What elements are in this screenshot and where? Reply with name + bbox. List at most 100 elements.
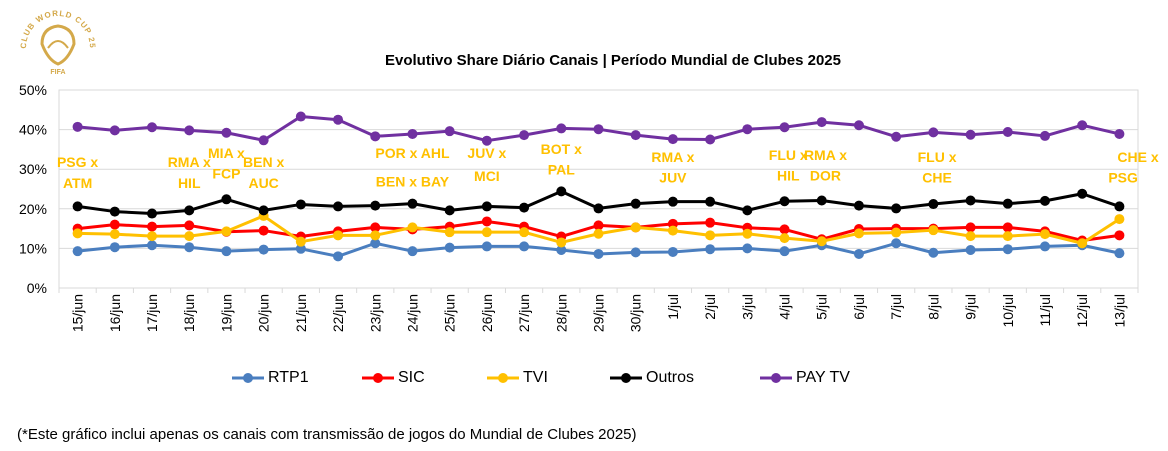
data-point-pay-tv (370, 131, 381, 142)
data-point-rtp1 (891, 238, 902, 249)
data-point-pay-tv (221, 127, 232, 138)
data-point-rtp1 (667, 246, 678, 257)
y-tick-label: 20% (19, 201, 47, 217)
data-point-pay-tv (295, 111, 306, 122)
data-point-sic (1114, 230, 1125, 241)
data-point-tvi (147, 231, 158, 242)
data-point-outros (556, 186, 567, 197)
data-point-outros (444, 205, 455, 216)
data-point-outros (147, 208, 158, 219)
match-annotation: PAL (548, 161, 575, 177)
match-annotation: DOR (810, 168, 841, 184)
data-point-tvi (184, 231, 195, 242)
data-point-tvi (444, 227, 455, 238)
data-point-sic (109, 219, 120, 230)
match-annotation: RMA x (168, 154, 211, 170)
x-tick-label: 1/jul (665, 294, 681, 320)
y-tick-label: 30% (19, 161, 47, 177)
match-annotation: ATM (63, 175, 92, 191)
legend-swatch (362, 373, 394, 383)
data-point-tvi (667, 225, 678, 236)
data-point-pay-tv (1077, 120, 1088, 131)
data-point-tvi (965, 231, 976, 242)
data-point-outros (370, 200, 381, 211)
y-tick-label: 0% (27, 280, 47, 296)
data-point-pay-tv (1114, 128, 1125, 139)
data-point-tvi (853, 228, 864, 239)
data-point-tvi (221, 226, 232, 237)
match-annotation: JUV (659, 170, 687, 186)
x-tick-label: 24/jun (404, 294, 420, 332)
legend-item: SIC (362, 368, 425, 388)
data-point-rtp1 (221, 246, 232, 257)
data-point-sic (370, 222, 381, 233)
match-annotation: HIL (777, 168, 800, 184)
match-annotation: HIL (178, 175, 201, 191)
data-point-rtp1 (556, 244, 567, 255)
data-point-pay-tv (667, 134, 678, 145)
x-tick-label: 10/jul (1000, 294, 1016, 327)
data-point-pay-tv (184, 125, 195, 136)
data-point-tvi (630, 222, 641, 233)
data-point-outros (965, 195, 976, 206)
legend-swatch (610, 373, 642, 383)
x-tick-label: 29/jun (591, 294, 607, 332)
x-tick-label: 28/jun (553, 294, 569, 332)
x-tick-label: 27/jun (516, 294, 532, 332)
data-point-rtp1 (742, 243, 753, 254)
match-annotation: CHE x (1117, 149, 1158, 165)
y-tick-label: 40% (19, 122, 47, 138)
data-point-outros (779, 196, 790, 207)
x-tick-label: 3/jul (739, 294, 755, 320)
plot-area (58, 89, 1139, 289)
x-tick-label: 9/jul (963, 294, 979, 320)
data-point-pay-tv (928, 127, 939, 138)
data-point-outros (705, 196, 716, 207)
match-annotation: CHE (922, 170, 952, 186)
data-point-sic (258, 225, 269, 236)
legend-label: RTP1 (268, 369, 309, 386)
x-tick-label: 18/jun (181, 294, 197, 332)
legend-item: TVI (487, 368, 548, 388)
data-point-tvi (816, 236, 827, 247)
match-annotation: BEN x BAY (376, 174, 450, 190)
match-annotation: JUV x (467, 145, 506, 161)
x-tick-label: 22/jun (330, 294, 346, 332)
match-annotation: FLU x (918, 149, 957, 165)
data-point-pay-tv (519, 130, 530, 141)
match-annotation: FCP (212, 166, 240, 182)
data-point-pay-tv (593, 124, 604, 135)
data-point-rtp1 (258, 244, 269, 255)
data-point-outros (258, 205, 269, 216)
footnote: (*Este gráfico inclui apenas os canais c… (17, 426, 637, 443)
data-point-outros (853, 200, 864, 211)
data-point-outros (816, 195, 827, 206)
data-point-pay-tv (891, 131, 902, 142)
data-point-pay-tv (1039, 130, 1050, 141)
data-point-pay-tv (816, 117, 827, 128)
data-point-tvi (72, 228, 83, 239)
x-tick-label: 21/jun (293, 294, 309, 332)
data-point-pay-tv (444, 126, 455, 137)
match-annotation: POR x AHL (375, 145, 450, 161)
legend-swatch (232, 373, 264, 383)
data-point-rtp1 (928, 247, 939, 258)
data-point-outros (891, 203, 902, 214)
data-point-outros (481, 201, 492, 212)
data-point-tvi (1002, 231, 1013, 242)
data-point-sic (184, 220, 195, 231)
match-annotation: RMA x (651, 149, 694, 165)
data-point-outros (1002, 198, 1013, 209)
x-tick-label: 4/jul (777, 294, 793, 320)
legend-label: PAY TV (796, 369, 850, 386)
data-point-pay-tv (965, 129, 976, 140)
data-point-outros (221, 194, 232, 205)
data-point-rtp1 (519, 241, 530, 252)
data-point-pay-tv (705, 134, 716, 145)
x-tick-label: 30/jun (628, 294, 644, 332)
data-point-tvi (1039, 229, 1050, 240)
data-point-sic (779, 224, 790, 235)
data-point-tvi (705, 230, 716, 241)
x-tick-label: 12/jul (1074, 294, 1090, 327)
